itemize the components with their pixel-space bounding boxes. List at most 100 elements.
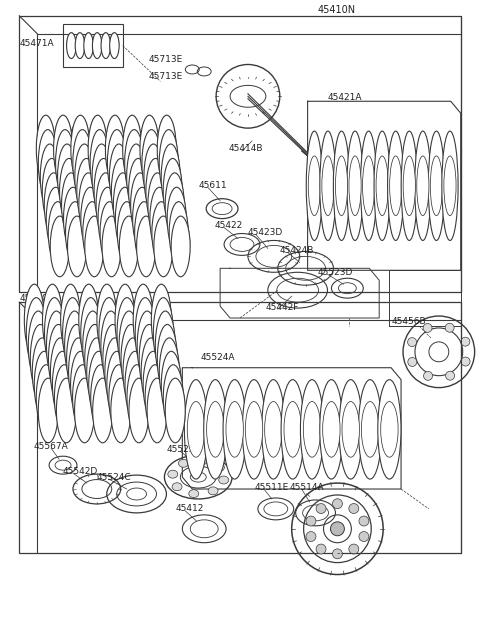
Ellipse shape	[87, 338, 107, 406]
Bar	[63, 24, 123, 67]
Ellipse shape	[117, 202, 136, 263]
Ellipse shape	[50, 216, 69, 277]
Ellipse shape	[342, 401, 360, 457]
Ellipse shape	[85, 216, 104, 277]
Ellipse shape	[408, 358, 417, 367]
Ellipse shape	[134, 202, 154, 263]
Ellipse shape	[56, 129, 74, 196]
Text: 45524B: 45524B	[107, 402, 139, 411]
Text: 45524B: 45524B	[87, 378, 119, 387]
Text: 45443T: 45443T	[56, 124, 87, 133]
Ellipse shape	[109, 144, 128, 210]
Ellipse shape	[430, 156, 443, 215]
Ellipse shape	[139, 324, 159, 393]
Ellipse shape	[168, 470, 178, 478]
Text: 45524B: 45524B	[77, 365, 109, 374]
Text: 45524C: 45524C	[97, 472, 132, 481]
Ellipse shape	[54, 115, 72, 183]
Ellipse shape	[461, 357, 470, 366]
Ellipse shape	[133, 284, 153, 356]
Ellipse shape	[65, 311, 84, 381]
Ellipse shape	[67, 324, 86, 393]
Ellipse shape	[120, 216, 138, 277]
Ellipse shape	[347, 131, 363, 240]
Ellipse shape	[77, 158, 96, 223]
Ellipse shape	[204, 379, 227, 479]
Ellipse shape	[40, 144, 60, 210]
Text: 45423D: 45423D	[248, 228, 283, 237]
Ellipse shape	[107, 351, 127, 418]
Ellipse shape	[187, 401, 204, 457]
Ellipse shape	[92, 144, 111, 210]
Ellipse shape	[135, 297, 155, 368]
Ellipse shape	[198, 456, 208, 465]
Ellipse shape	[109, 33, 119, 58]
Ellipse shape	[330, 522, 344, 536]
Text: 45511E: 45511E	[255, 483, 289, 492]
Ellipse shape	[94, 158, 113, 223]
Ellipse shape	[28, 311, 48, 381]
Ellipse shape	[316, 544, 326, 554]
Ellipse shape	[359, 531, 369, 542]
Ellipse shape	[132, 187, 152, 250]
Ellipse shape	[74, 378, 95, 443]
Ellipse shape	[54, 365, 74, 430]
Ellipse shape	[322, 156, 334, 215]
Ellipse shape	[119, 311, 139, 381]
Ellipse shape	[184, 379, 207, 479]
Ellipse shape	[36, 115, 55, 183]
Ellipse shape	[381, 401, 398, 457]
Ellipse shape	[131, 173, 150, 237]
Ellipse shape	[151, 284, 171, 356]
Ellipse shape	[101, 33, 110, 58]
Ellipse shape	[144, 144, 163, 210]
Ellipse shape	[306, 516, 316, 526]
Ellipse shape	[349, 156, 361, 215]
Ellipse shape	[154, 216, 173, 277]
Ellipse shape	[100, 202, 119, 263]
Ellipse shape	[125, 129, 144, 196]
Text: 45412: 45412	[175, 504, 204, 513]
Ellipse shape	[390, 156, 402, 215]
Ellipse shape	[334, 131, 349, 240]
Ellipse shape	[62, 297, 83, 368]
Ellipse shape	[61, 173, 81, 237]
Ellipse shape	[81, 297, 101, 368]
Ellipse shape	[445, 371, 455, 380]
Ellipse shape	[71, 351, 91, 418]
Text: 45567A: 45567A	[33, 442, 68, 451]
Ellipse shape	[83, 202, 102, 263]
Ellipse shape	[36, 365, 56, 430]
Ellipse shape	[50, 338, 71, 406]
Ellipse shape	[105, 338, 125, 406]
Ellipse shape	[60, 284, 81, 356]
Text: 45443T: 45443T	[86, 160, 117, 169]
Ellipse shape	[147, 378, 167, 443]
Ellipse shape	[308, 156, 321, 215]
Text: 45514A: 45514A	[290, 483, 324, 492]
Ellipse shape	[300, 379, 324, 479]
Text: 45443T: 45443T	[66, 137, 97, 146]
Ellipse shape	[71, 115, 90, 183]
Ellipse shape	[156, 311, 175, 381]
Ellipse shape	[161, 144, 180, 210]
Ellipse shape	[167, 187, 186, 250]
Ellipse shape	[360, 131, 377, 240]
Ellipse shape	[66, 202, 84, 263]
Ellipse shape	[88, 115, 107, 183]
Ellipse shape	[75, 144, 94, 210]
Ellipse shape	[30, 324, 50, 393]
Ellipse shape	[111, 158, 131, 223]
Ellipse shape	[159, 338, 179, 406]
Ellipse shape	[208, 487, 218, 495]
Text: 45443T: 45443T	[76, 149, 108, 158]
Ellipse shape	[172, 483, 182, 491]
Ellipse shape	[106, 115, 124, 183]
Ellipse shape	[109, 365, 129, 430]
Ellipse shape	[38, 129, 57, 196]
Ellipse shape	[374, 131, 390, 240]
Ellipse shape	[32, 338, 52, 406]
Ellipse shape	[361, 401, 379, 457]
Ellipse shape	[148, 173, 167, 237]
Ellipse shape	[99, 297, 119, 368]
